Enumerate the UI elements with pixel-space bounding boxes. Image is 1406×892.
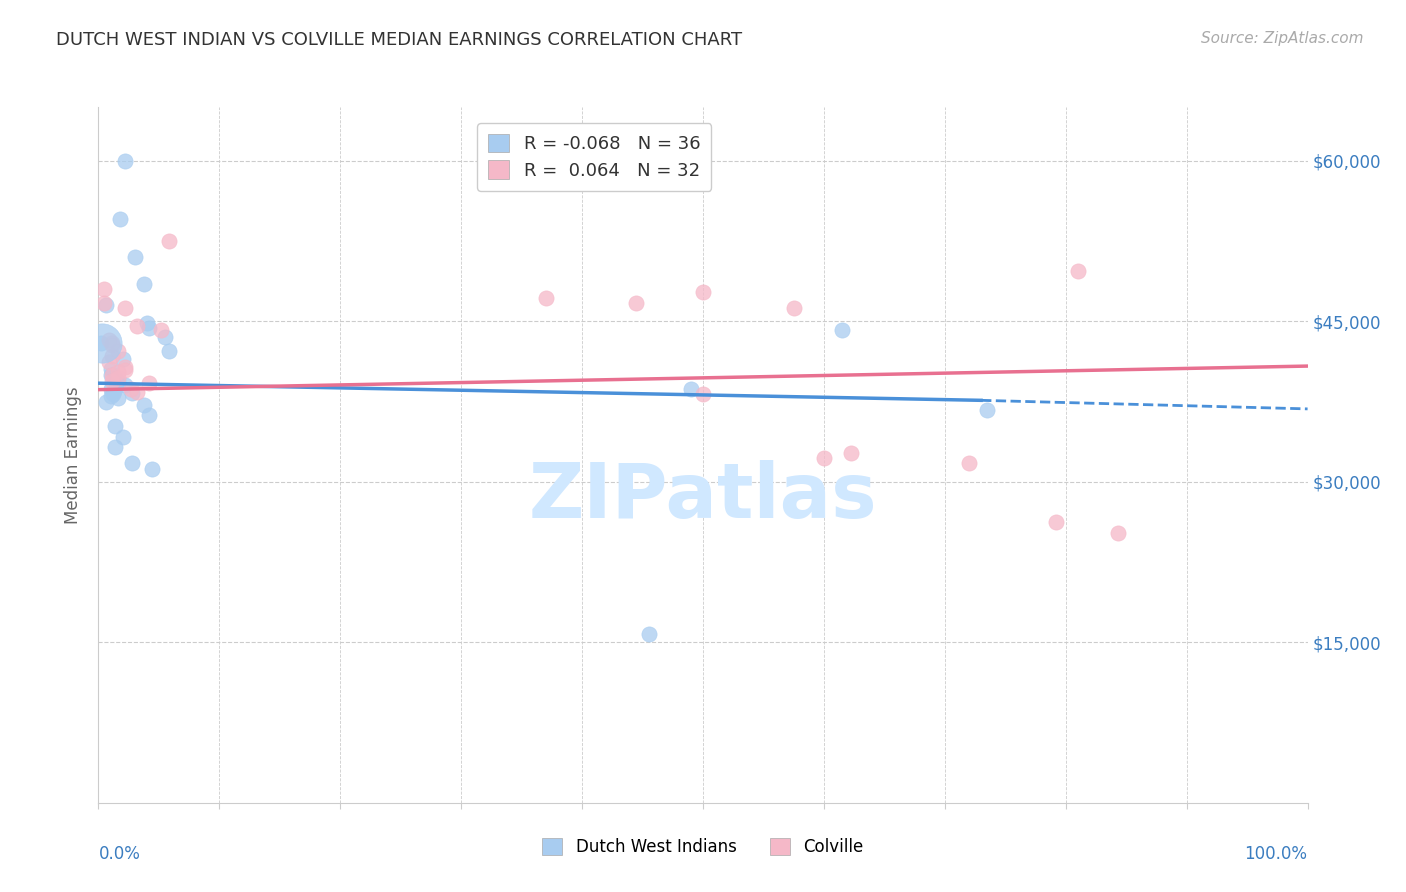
Point: [90, 335, 112, 350]
Point: [1067, 264, 1090, 278]
Point: [121, 457, 143, 471]
Point: [957, 457, 980, 471]
Point: [104, 419, 127, 434]
Point: [813, 451, 835, 466]
Point: [100, 382, 122, 396]
Point: [127, 384, 149, 399]
Point: [127, 319, 149, 334]
Point: [976, 403, 998, 417]
Point: [782, 301, 804, 316]
Point: [831, 323, 853, 337]
Point: [107, 375, 129, 389]
Point: [135, 316, 157, 330]
Text: 0.0%: 0.0%: [98, 845, 141, 863]
Point: [114, 378, 136, 392]
Point: [101, 387, 124, 401]
Y-axis label: Median Earnings: Median Earnings: [65, 386, 83, 524]
Text: DUTCH WEST INDIAN VS COLVILLE MEDIAN EARNINGS CORRELATION CHART: DUTCH WEST INDIAN VS COLVILLE MEDIAN EAR…: [56, 31, 742, 49]
Point: [121, 385, 143, 400]
Point: [692, 387, 714, 401]
Point: [114, 360, 136, 375]
Text: Source: ZipAtlas.com: Source: ZipAtlas.com: [1201, 31, 1364, 46]
Point: [107, 371, 129, 385]
Point: [138, 409, 160, 423]
Point: [100, 374, 122, 388]
Point: [98, 355, 121, 369]
Text: 100.0%: 100.0%: [1244, 845, 1308, 863]
Legend: Dutch West Indians, Colville: Dutch West Indians, Colville: [534, 830, 872, 864]
Point: [138, 376, 160, 391]
Point: [637, 626, 659, 640]
Point: [100, 350, 122, 364]
Point: [111, 430, 134, 444]
Point: [626, 296, 648, 310]
Point: [124, 250, 146, 264]
Point: [114, 153, 136, 168]
Point: [103, 384, 125, 398]
Point: [104, 373, 127, 387]
Point: [93, 282, 115, 296]
Point: [692, 285, 714, 300]
Point: [679, 382, 702, 396]
Point: [534, 291, 557, 305]
Point: [107, 366, 129, 380]
Point: [100, 368, 122, 382]
Point: [100, 362, 122, 376]
Point: [107, 344, 129, 359]
Point: [1107, 526, 1129, 541]
Point: [91, 335, 114, 350]
Point: [104, 371, 127, 385]
Point: [104, 441, 127, 455]
Point: [100, 337, 122, 351]
Point: [134, 398, 156, 412]
Point: [138, 320, 160, 334]
Point: [100, 335, 122, 350]
Point: [120, 382, 142, 396]
Point: [93, 296, 115, 310]
Point: [94, 395, 117, 409]
Point: [114, 363, 136, 377]
Point: [157, 344, 180, 359]
Point: [134, 277, 156, 291]
Point: [94, 298, 117, 312]
Point: [100, 368, 122, 382]
Point: [114, 301, 136, 316]
Point: [100, 389, 122, 403]
Text: ZIPatlas: ZIPatlas: [529, 459, 877, 533]
Point: [839, 446, 862, 460]
Point: [1045, 516, 1067, 530]
Point: [157, 234, 180, 248]
Point: [141, 462, 163, 476]
Point: [153, 330, 176, 344]
Point: [150, 323, 173, 337]
Point: [111, 351, 134, 366]
Point: [98, 334, 121, 348]
Point: [107, 391, 129, 405]
Point: [107, 377, 129, 392]
Point: [108, 212, 131, 227]
